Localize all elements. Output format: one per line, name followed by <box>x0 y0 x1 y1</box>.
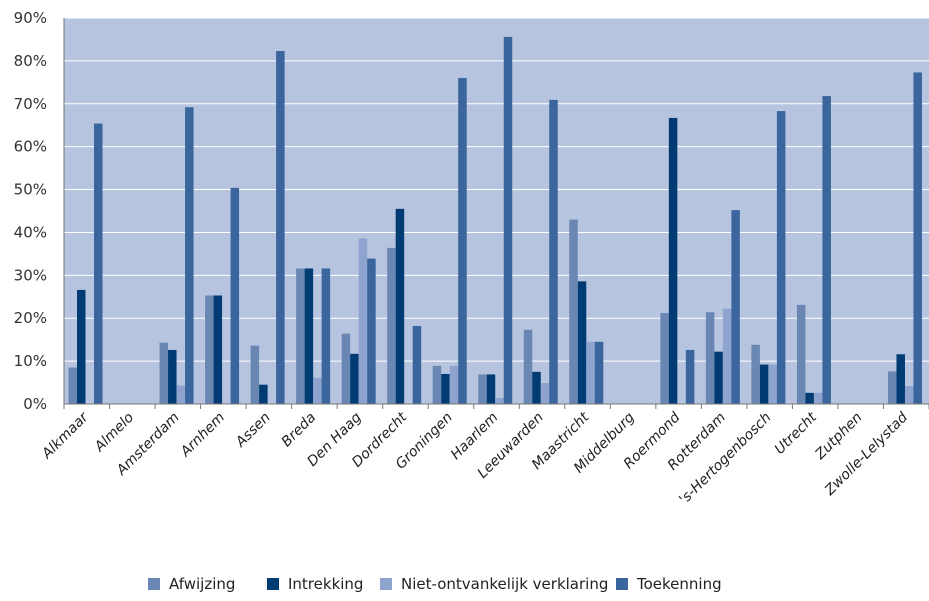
legend-swatch <box>380 578 392 590</box>
bar <box>250 345 260 404</box>
bar <box>259 384 268 404</box>
legend-label: Afwijzing <box>169 575 235 593</box>
bar <box>722 308 732 404</box>
y-tick-label: 50% <box>14 181 47 199</box>
bar <box>350 353 359 404</box>
bar <box>458 78 467 405</box>
y-tick-label: 60% <box>14 138 47 156</box>
bar <box>577 281 587 404</box>
bar <box>313 377 322 404</box>
bar <box>503 36 513 404</box>
y-tick-labels: 0% 10% 20% 30% 40% 50% 60% 70% 80% 90% <box>14 9 47 413</box>
legend-swatch <box>148 578 160 590</box>
bar <box>705 312 715 404</box>
legend-swatch <box>616 578 628 590</box>
bar <box>805 392 814 404</box>
y-tick-label: 90% <box>14 9 47 27</box>
bar <box>185 107 194 404</box>
bar <box>486 374 496 404</box>
bar <box>296 268 305 404</box>
bar <box>776 111 786 405</box>
bar <box>822 96 831 405</box>
bar <box>549 99 558 404</box>
bar <box>230 187 240 404</box>
bar <box>387 247 396 404</box>
bar <box>68 367 77 404</box>
bar <box>714 351 723 404</box>
bar <box>449 365 459 404</box>
y-tick-label: 80% <box>14 52 47 70</box>
legend-label: Niet-ontvankelijk verklaring <box>401 575 608 593</box>
bar <box>796 304 806 404</box>
bar <box>358 238 368 404</box>
bar <box>594 341 604 404</box>
x-tick-label: Almelo <box>91 410 137 456</box>
y-tick-label: 0% <box>23 395 47 413</box>
legend: Afwijzing Intrekking Niet-ontvankelijk ver… <box>148 575 722 593</box>
legend-label: Toekenning <box>636 575 722 593</box>
bar <box>532 371 541 404</box>
y-tick-label: 30% <box>14 266 47 284</box>
bar <box>213 295 223 404</box>
bar <box>569 219 578 404</box>
axes <box>63 18 929 409</box>
y-tick-label: 10% <box>14 352 47 370</box>
bar <box>205 295 214 404</box>
bar <box>176 385 186 404</box>
bar <box>668 117 678 404</box>
bar <box>395 208 405 404</box>
y-tick-label: 70% <box>14 95 47 113</box>
bar <box>523 329 533 404</box>
bar <box>321 268 331 404</box>
x-tick-label: Alkmaar <box>38 409 92 463</box>
bar <box>341 333 351 404</box>
bar <box>159 342 169 404</box>
x-tick-label: Assen <box>232 410 273 451</box>
bar <box>768 364 777 404</box>
bars <box>68 36 922 405</box>
bar <box>887 371 897 404</box>
bar <box>495 397 504 404</box>
bar <box>432 365 442 404</box>
bar <box>660 313 669 404</box>
bar <box>896 354 905 404</box>
y-tick-label: 40% <box>14 223 47 241</box>
x-tick-label: Zwolle-Lelystad <box>821 409 911 499</box>
bar <box>904 385 914 404</box>
bar <box>759 364 769 404</box>
bar <box>441 373 450 404</box>
bar <box>77 289 86 404</box>
bar <box>685 349 695 404</box>
bar <box>913 72 922 405</box>
bar <box>168 349 177 404</box>
legend-label: Intrekking <box>288 575 363 593</box>
bar <box>731 210 740 404</box>
x-tick-label: Arnhem <box>177 410 228 461</box>
bar <box>276 51 285 404</box>
bar <box>751 344 760 404</box>
x-tick-label: Breda <box>279 410 320 451</box>
bar <box>412 325 422 404</box>
bar <box>586 341 595 404</box>
bar <box>813 392 823 404</box>
bar <box>94 123 103 405</box>
y-tick-label: 20% <box>14 309 47 327</box>
bar <box>478 374 487 404</box>
legend-swatch <box>267 578 279 590</box>
bar <box>367 258 376 404</box>
bar <box>304 268 314 404</box>
bar <box>540 382 550 404</box>
